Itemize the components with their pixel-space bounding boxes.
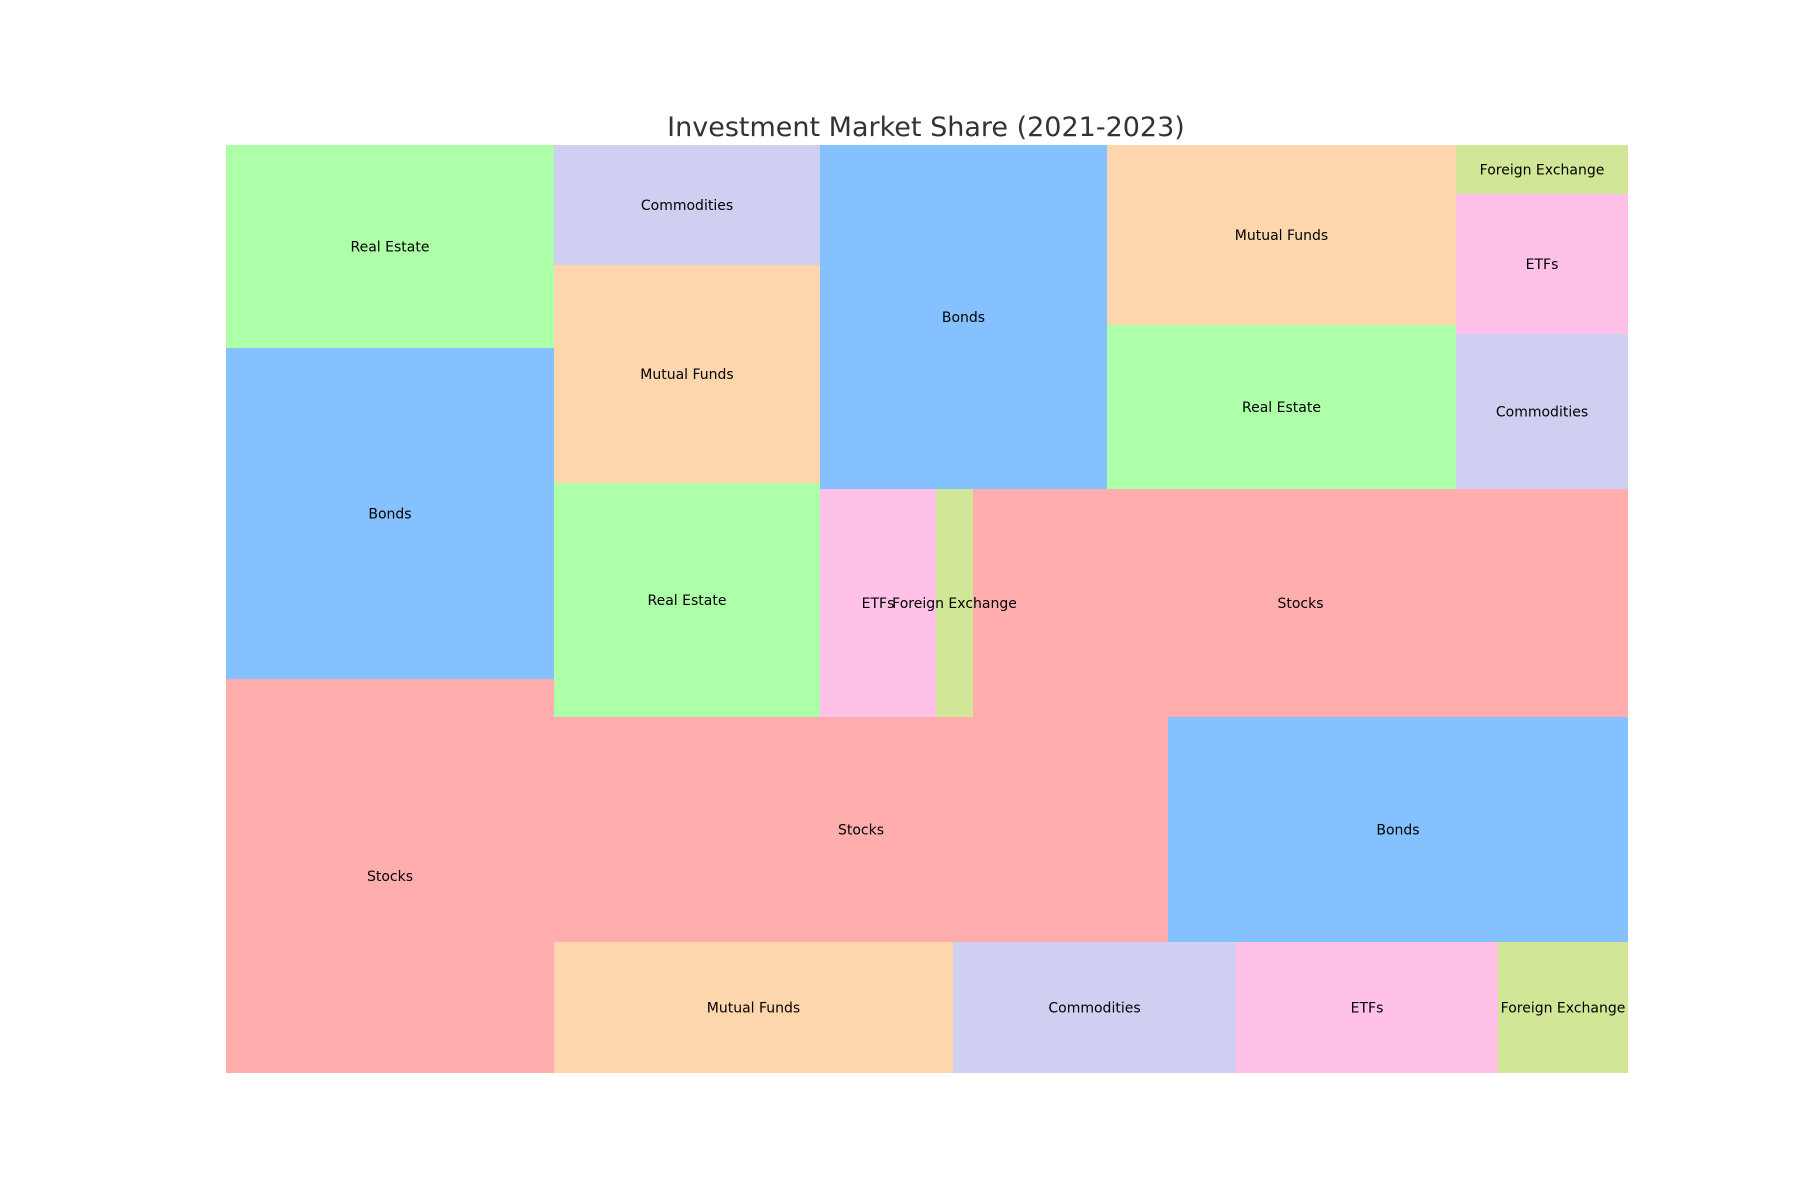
- tile-real-estate-1-2: [554, 483, 820, 717]
- tile-commodities-2-3: [953, 942, 1236, 1073]
- tile-mutual-funds-1-6: [1107, 145, 1456, 325]
- tile-label-stocks-0-2: Stocks: [367, 869, 413, 885]
- tile-stocks-2-0: [554, 717, 1168, 942]
- tile-label-bonds-2-1: Bonds: [1376, 823, 1419, 839]
- tile-label-real-estate-0-0: Real Estate: [351, 240, 430, 256]
- tile-label-mutual-funds-1-6: Mutual Funds: [1235, 228, 1328, 244]
- tile-label-etfs-2-4: ETFs: [1351, 1001, 1384, 1017]
- tile-real-estate-1-7: [1107, 325, 1456, 489]
- tile-label-real-estate-1-7: Real Estate: [1242, 400, 1321, 416]
- tile-bonds-2-1: [1168, 717, 1628, 942]
- tile-label-bonds-1-5: Bonds: [942, 310, 985, 326]
- tile-mutual-funds-1-1: [554, 265, 820, 483]
- tile-label-bonds-0-1: Bonds: [368, 507, 411, 523]
- tile-label-real-estate-1-2: Real Estate: [648, 593, 727, 609]
- tile-stocks-1-11: [973, 489, 1628, 717]
- tile-label-mutual-funds-1-1: Mutual Funds: [640, 367, 733, 383]
- tile-label-etfs-1-3: ETFs: [862, 596, 895, 612]
- tile-bonds-0-1: [226, 348, 554, 679]
- tile-label-foreign-exchange-1-4: Foreign Exchange: [892, 596, 1017, 612]
- tile-label-stocks-2-0: Stocks: [838, 823, 884, 839]
- tile-etfs-1-8: [1456, 194, 1628, 334]
- tile-label-foreign-exchange-1-10: Foreign Exchange: [1480, 163, 1605, 179]
- tile-label-commodities-1-0: Commodities: [641, 198, 733, 214]
- treemap-tiles: Real Estate Bonds Stocks Commodities Mutual …: [226, 145, 1628, 1073]
- tile-commodities-1-9: [1456, 334, 1628, 489]
- tile-label-stocks-1-11: Stocks: [1277, 596, 1323, 612]
- tile-foreign-exchange-2-5: [1498, 942, 1628, 1073]
- tile-stocks-0-2: [226, 679, 554, 1073]
- tile-label-foreign-exchange-2-5: Foreign Exchange: [1501, 1001, 1626, 1017]
- tile-foreign-exchange-1-4: [936, 489, 973, 717]
- tile-label-etfs-1-8: ETFs: [1526, 257, 1559, 273]
- tile-mutual-funds-2-2: [554, 942, 953, 1073]
- tile-foreign-exchange-1-10: [1456, 145, 1628, 194]
- tile-etfs-1-3: [820, 489, 936, 717]
- tile-bonds-1-5: [820, 145, 1107, 489]
- tile-real-estate-0-0: [226, 145, 554, 348]
- chart-title: Investment Market Share (2021-2023): [667, 112, 1185, 143]
- tile-label-commodities-2-3: Commodities: [1048, 1001, 1140, 1017]
- tile-etfs-2-4: [1236, 942, 1498, 1073]
- tile-label-mutual-funds-2-2: Mutual Funds: [707, 1001, 800, 1017]
- tile-commodities-1-0: [554, 145, 820, 265]
- tile-label-commodities-1-9: Commodities: [1496, 405, 1588, 421]
